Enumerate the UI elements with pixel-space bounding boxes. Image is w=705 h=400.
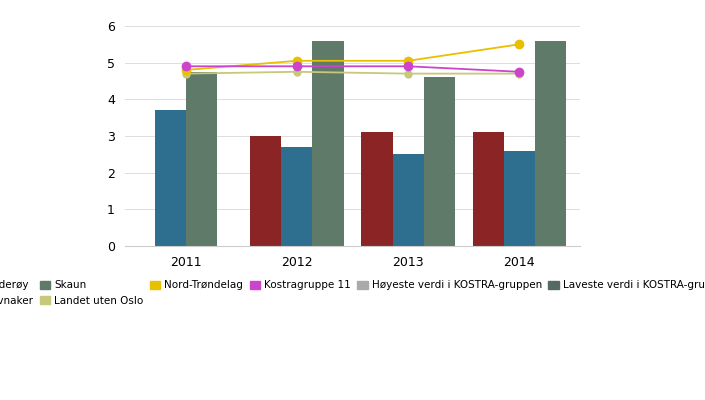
Bar [504,150,535,246]
Bar [312,41,343,246]
Bar [535,41,566,246]
Bar [154,110,185,246]
Bar [362,132,393,246]
Bar [393,154,424,246]
Bar [185,72,217,246]
Bar [250,136,281,246]
Bar [424,77,455,246]
Bar [281,147,312,246]
Legend: Inderøy, Jevnaker, Skaun, Landet uten Oslo, Nord-Trøndelag, Kostragruppe 11, Høy: Inderøy, Jevnaker, Skaun, Landet uten Os… [0,276,705,310]
Bar [472,132,504,246]
